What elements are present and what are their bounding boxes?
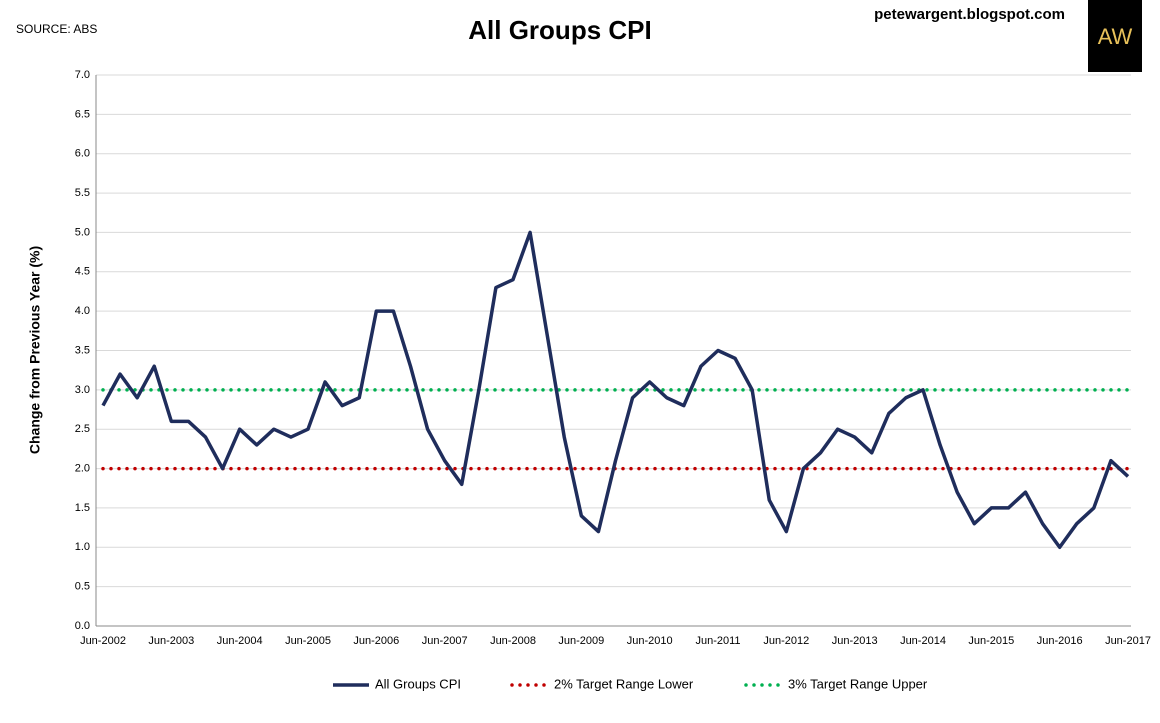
y-tick-label: 4.0 [75, 305, 90, 317]
x-tick-label: Jun-2016 [1037, 635, 1083, 647]
logo: AW [1098, 24, 1133, 49]
y-tick-label: 2.0 [75, 462, 90, 474]
chart-title: All Groups CPI [468, 15, 651, 45]
logo-box [1088, 0, 1142, 72]
legend-label: 3% Target Range Upper [788, 676, 928, 691]
series-line [101, 230, 1130, 550]
y-tick-label: 5.0 [75, 226, 90, 238]
x-tick-label: Jun-2008 [490, 635, 536, 647]
x-tick-label: Jun-2009 [558, 635, 604, 647]
x-tick-label: Jun-2003 [148, 635, 194, 647]
x-tick-label: Jun-2014 [900, 635, 946, 647]
y-tick-label: 2.5 [75, 423, 90, 435]
site-name: petewargent.blogspot.com [874, 6, 1065, 23]
y-tick-label: 1.0 [75, 541, 90, 553]
y-tick-label: 3.0 [75, 384, 90, 396]
y-axis-label: Change from Previous Year (%) [27, 246, 43, 454]
x-tick-label: Jun-2004 [217, 635, 263, 647]
x-tick-label: Jun-2006 [353, 635, 399, 647]
y-tick-label: 6.5 [75, 108, 90, 120]
x-tick-label: Jun-2011 [695, 635, 740, 647]
x-tick-label: Jun-2010 [627, 635, 673, 647]
y-tick-label: 4.5 [75, 266, 90, 278]
x-tick-label: Jun-2013 [832, 635, 878, 647]
x-tick-label: Jun-2017 [1105, 635, 1151, 647]
y-tick-label: 0.0 [75, 620, 90, 632]
y-tick-label: 5.5 [75, 187, 90, 199]
x-tick-label: Jun-2002 [80, 635, 126, 647]
y-tick-label: 6.0 [75, 148, 90, 160]
y-tick-label: 1.5 [75, 502, 90, 514]
source: SOURCE: ABS [16, 22, 97, 36]
y-tick-label: 7.0 [75, 69, 90, 81]
y-tick-label: 0.5 [75, 581, 90, 593]
y-tick-label: 3.5 [75, 344, 90, 356]
x-tick-label: Jun-2007 [422, 635, 468, 647]
legend-label: All Groups CPI [375, 676, 461, 691]
x-tick-label: Jun-2012 [763, 635, 809, 647]
legend-label: 2% Target Range Lower [554, 676, 694, 691]
x-tick-label: Jun-2015 [968, 635, 1014, 647]
x-tick-label: Jun-2005 [285, 635, 331, 647]
